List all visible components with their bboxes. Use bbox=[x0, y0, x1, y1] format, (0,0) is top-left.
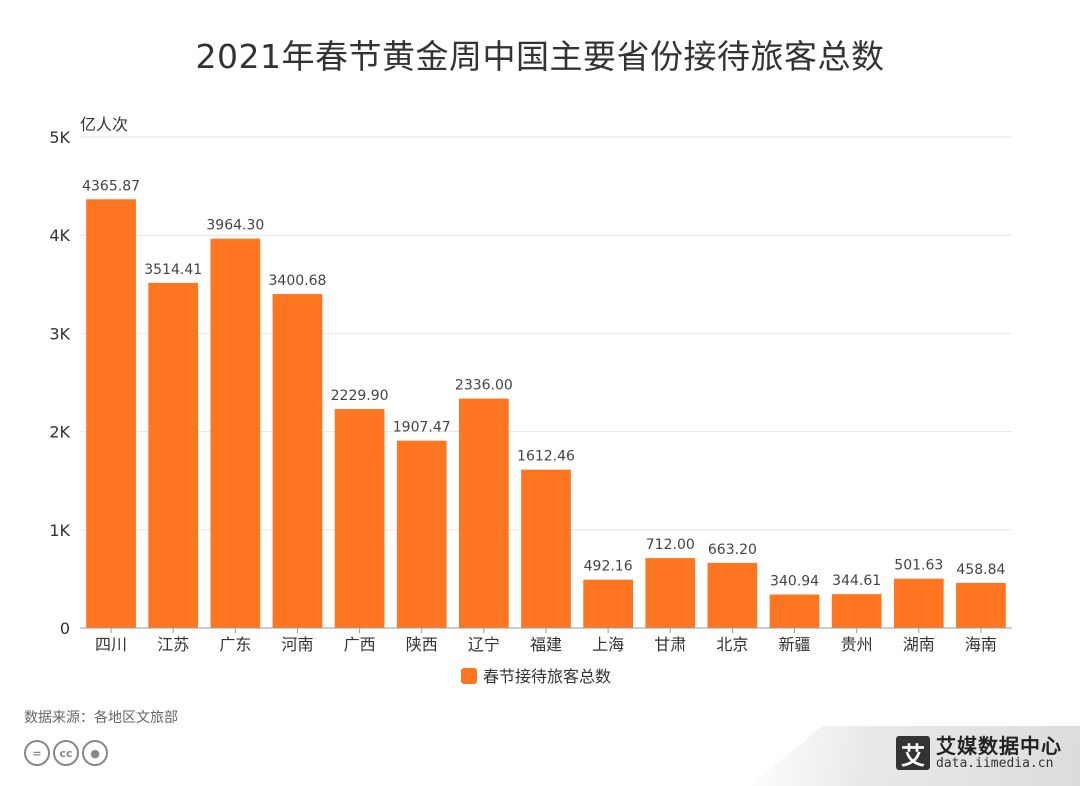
bar bbox=[583, 579, 633, 628]
cc-by-person-icon: ● bbox=[82, 740, 108, 766]
x-tick-label: 海南 bbox=[965, 635, 997, 654]
bar bbox=[645, 558, 696, 628]
bar bbox=[459, 398, 509, 628]
x-tick-label: 江苏 bbox=[157, 635, 189, 654]
bar bbox=[707, 562, 758, 628]
x-tick-label: 广东 bbox=[219, 635, 251, 654]
x-tick-label: 上海 bbox=[592, 635, 624, 654]
cc-icon: cc bbox=[53, 740, 79, 766]
data-label: 3514.41 bbox=[144, 262, 202, 278]
data-label: 458.84 bbox=[956, 562, 1005, 578]
data-label: 501.63 bbox=[894, 558, 943, 574]
data-label: 340.94 bbox=[770, 574, 819, 590]
x-tick-label: 北京 bbox=[716, 635, 748, 654]
brand-url: data.iimedia.cn bbox=[936, 756, 1054, 771]
data-label: 1612.46 bbox=[517, 449, 575, 465]
x-tick-label: 甘肃 bbox=[654, 635, 686, 654]
x-tick-label: 河南 bbox=[281, 635, 313, 654]
x-tick-label: 新疆 bbox=[779, 635, 811, 654]
x-tick-label: 广西 bbox=[344, 635, 376, 654]
legend-label: 春节接待旅客总数 bbox=[483, 667, 611, 686]
data-label: 492.16 bbox=[584, 559, 633, 575]
bar bbox=[831, 594, 882, 628]
cc-equal-icon: = bbox=[24, 740, 50, 766]
data-label: 4365.87 bbox=[82, 178, 140, 194]
x-tick-label: 湖南 bbox=[903, 635, 935, 654]
data-label: 3400.68 bbox=[269, 273, 327, 289]
legend-swatch bbox=[461, 668, 477, 684]
data-label: 3964.30 bbox=[206, 218, 264, 234]
y-tick-label: 0 bbox=[60, 619, 70, 638]
x-tick-label: 四川 bbox=[95, 635, 127, 654]
y-axis-label: 亿人次 bbox=[80, 115, 128, 134]
license-icons: = cc ● bbox=[24, 740, 108, 766]
y-tick-label: 3K bbox=[49, 324, 70, 343]
y-tick-label: 2K bbox=[49, 423, 70, 442]
x-tick-label: 贵州 bbox=[841, 635, 873, 654]
bar bbox=[769, 594, 820, 628]
chart-title: 2021年春节黄金周中国主要省份接待旅客总数 bbox=[195, 37, 885, 76]
x-tick-label: 辽宁 bbox=[468, 635, 500, 654]
bar bbox=[396, 440, 447, 628]
bar bbox=[521, 469, 571, 628]
bar bbox=[272, 294, 323, 628]
data-label: 2229.90 bbox=[331, 388, 389, 404]
bar bbox=[210, 238, 261, 628]
data-label: 712.00 bbox=[646, 537, 695, 553]
bar bbox=[893, 578, 944, 628]
bar-chart: 0 1K 2K 3K 4K 5K 亿人次 4365.87 四川 3514.41 江苏 3964.30 广… bbox=[49, 115, 1012, 686]
y-tick-label: 4K bbox=[49, 226, 70, 245]
data-label: 1907.47 bbox=[393, 420, 451, 436]
bar bbox=[956, 582, 1006, 628]
brand-text: 艾媒数据中心 data.iimedia.cn bbox=[936, 736, 1062, 771]
bar bbox=[148, 282, 199, 628]
x-tick-label: 福建 bbox=[530, 635, 562, 654]
bar bbox=[86, 199, 136, 629]
data-source-note: 数据来源：各地区文旅部 bbox=[24, 710, 178, 726]
brand: 艾 艾媒数据中心 data.iimedia.cn bbox=[896, 736, 1062, 771]
y-tick-label: 5K bbox=[49, 128, 70, 147]
data-label: 663.20 bbox=[708, 542, 757, 558]
data-label: 344.61 bbox=[832, 573, 881, 589]
x-tick-label: 陕西 bbox=[406, 635, 438, 654]
y-tick-label: 1K bbox=[49, 521, 70, 540]
brand-logo-icon: 艾 bbox=[896, 736, 930, 771]
bar bbox=[334, 409, 385, 628]
brand-name: 艾媒数据中心 bbox=[936, 734, 1062, 758]
data-label: 2336.00 bbox=[455, 378, 513, 394]
